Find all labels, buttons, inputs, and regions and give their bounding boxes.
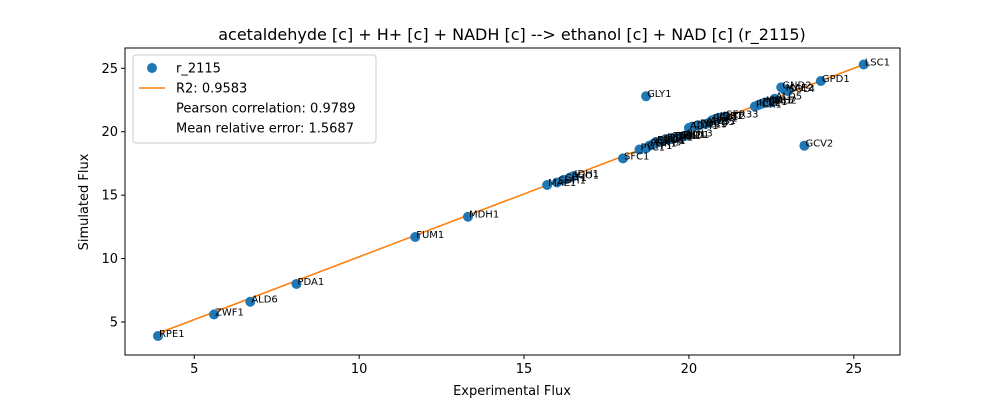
data-point: [462, 211, 473, 222]
point-label: CDC19: [693, 120, 727, 131]
x-tick-label: 15: [516, 362, 533, 377]
data-point: [291, 278, 302, 289]
point-label: FBP1: [762, 97, 787, 108]
point-label: ICL2: [759, 98, 781, 109]
y-tick-label: 10: [101, 252, 118, 267]
point-label: GPM1: [657, 136, 686, 147]
point-label: ADH5: [706, 117, 734, 128]
point-label: RKI1: [683, 130, 706, 141]
point-label: IDH1: [575, 169, 600, 180]
plot-area: 5 10 15 20 25 5 10 15 20 25 RPE1 ZWF1 ALD6 PDA1 FUM1…: [101, 47, 901, 377]
point-label: PDA1: [297, 277, 324, 288]
axes-frame: [124, 47, 901, 356]
legend-box: [132, 54, 377, 144]
point-label: IDP1: [720, 111, 743, 122]
x-tick-label: 20: [681, 362, 698, 377]
x-tick-label: 5: [190, 362, 198, 377]
point-label: LSC1: [865, 57, 890, 68]
point-label: MAE1: [548, 178, 576, 189]
fit-line: [157, 63, 865, 335]
y-tick-label: 15: [101, 189, 118, 204]
legend-points-label: r_2115: [176, 62, 221, 77]
point-label: SER33: [726, 110, 758, 121]
point-label: ACS1: [710, 116, 736, 127]
data-point: [815, 75, 826, 86]
fit-line-group: [157, 63, 865, 335]
point-label: ALD6: [251, 295, 277, 306]
data-point: [858, 59, 869, 70]
legend-mre-text: Mean relative error: 1.5687: [176, 122, 354, 137]
point-label: TDH3: [653, 137, 682, 148]
data-point: [568, 171, 579, 182]
point-label: ADH1: [690, 121, 718, 132]
point-label: GPD1: [822, 74, 850, 85]
x-axis-label: Experimental Flux: [453, 384, 571, 399]
point-label: MLS1: [766, 96, 793, 107]
point-label: CIT1: [565, 173, 587, 184]
chart-title: acetaldehyde [c] + H+ [c] + NADH [c] -->…: [218, 25, 806, 45]
y-tick-label: 25: [101, 62, 118, 77]
data-point: [680, 130, 691, 141]
point-label: ICL1: [716, 112, 738, 123]
point-label: GND1: [680, 130, 709, 141]
point-label: ACO1: [571, 170, 599, 181]
data-point: [542, 180, 553, 191]
data-points: [152, 59, 869, 341]
data-point: [720, 111, 731, 122]
point-label: PYC1: [640, 142, 665, 153]
point-label: TPI1: [663, 134, 685, 145]
point-labels: RPE1 ZWF1 ALD6 PDA1 FUM1 MDH1 MAE1SDH1CIT1ACO1…: [159, 57, 890, 339]
y-tick-label: 5: [110, 316, 118, 331]
point-label: PGK1: [650, 139, 677, 150]
data-point: [617, 153, 628, 164]
point-label: IDH2: [772, 96, 797, 107]
data-point: [245, 296, 256, 307]
point-label: RPE1: [159, 329, 185, 340]
data-point: [641, 91, 652, 102]
point-label: MAE2: [786, 83, 814, 94]
point-label: CTP1: [647, 141, 672, 152]
point-label: GCV2: [805, 139, 833, 150]
legend-fit-label: R2: 0.9583: [176, 82, 247, 97]
point-label: PCK1: [756, 99, 782, 110]
point-label: GND2: [782, 80, 811, 91]
x-tick-label: 10: [351, 362, 368, 377]
point-label: ENO1: [657, 135, 685, 146]
point-label: FUM1: [416, 230, 444, 241]
point-label: MDH1: [469, 210, 499, 221]
data-point: [769, 93, 780, 104]
data-point: [782, 86, 793, 97]
point-label: TAL1: [672, 131, 697, 142]
y-axis-label: Simulated Flux: [77, 153, 92, 250]
point-label: TKL1: [676, 131, 702, 142]
data-point: [209, 309, 220, 320]
point-label: PFK1: [713, 113, 738, 124]
y-tick-label: 20: [101, 125, 118, 140]
data-point: [410, 232, 421, 243]
legend: r_2115 R2: 0.9583 Pearson correlation: 0…: [132, 54, 377, 144]
point-label: PDC1: [700, 118, 727, 129]
point-label: ZWF1: [215, 307, 244, 318]
point-label: SOL3: [687, 129, 713, 140]
point-label: SDH1: [558, 175, 586, 186]
legend-pearson-text: Pearson correlation: 0.9789: [176, 102, 356, 117]
point-label: SFC1: [624, 151, 649, 162]
y-axis-ticks: 5 10 15 20 25: [101, 62, 125, 331]
x-tick-label: 25: [846, 362, 863, 377]
point-label: DAL7: [769, 96, 795, 107]
point-label: ALD5: [776, 92, 802, 103]
point-label: PGI1: [670, 132, 693, 143]
legend-points-marker: [147, 63, 157, 73]
data-point: [799, 140, 810, 151]
point-label: GLY1: [647, 89, 671, 100]
point-label: FBA1: [667, 132, 693, 143]
x-axis-ticks: 5 10 15 20 25: [190, 355, 862, 377]
point-label: SOL4: [789, 84, 815, 95]
data-point: [152, 330, 163, 341]
point-label: CIT2: [723, 111, 745, 122]
